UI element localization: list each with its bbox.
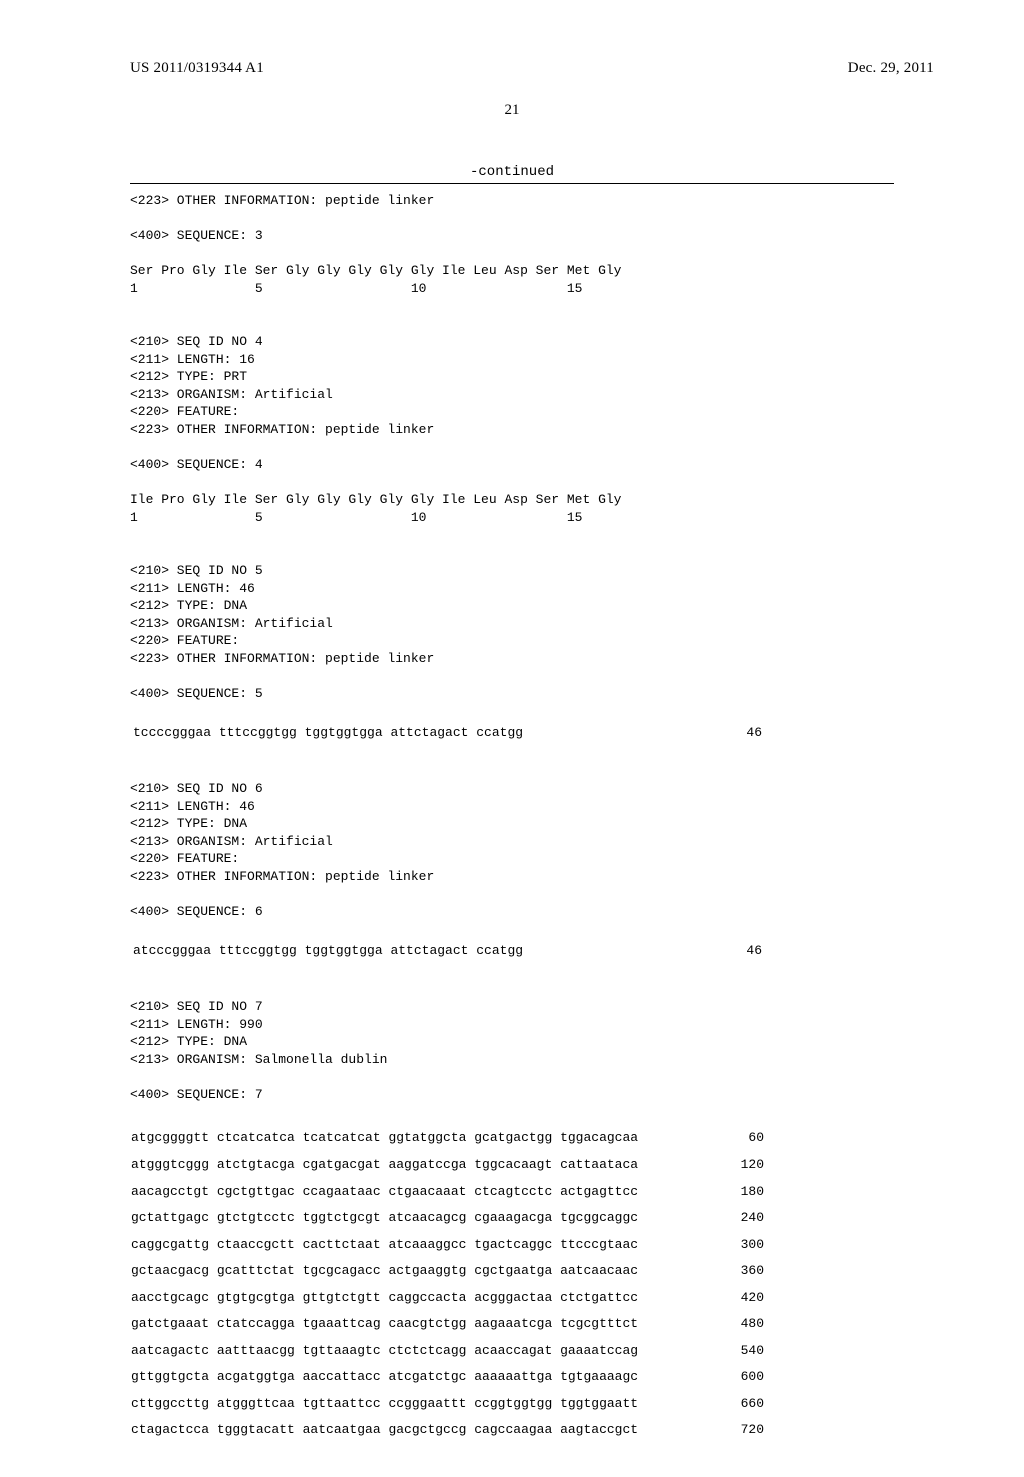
seq7-row: gctaacgacg gcatttctat tgcgcagacc actgaag… bbox=[130, 1261, 894, 1281]
seq7-row: aacctgcagc gtgtgcgtga gttgtctgtt caggcca… bbox=[130, 1288, 894, 1308]
seq7-seq: caggcgattg ctaaccgctt cacttctaat atcaaag… bbox=[130, 1235, 716, 1255]
seq3-aa-line: Ser Pro Gly Ile Ser Gly Gly Gly Gly Gly … bbox=[130, 263, 621, 278]
seq7-seq: gatctgaaat ctatccagga tgaaattcag caacgtc… bbox=[130, 1314, 716, 1334]
seq5-tag220: <220> FEATURE: bbox=[130, 633, 239, 648]
seq7-tag400: <400> SEQUENCE: 7 bbox=[130, 1087, 263, 1102]
seq5-dna-table: tccccgggaa tttccggtgg tggtggtgga attctag… bbox=[130, 721, 894, 745]
seq7-n: 720 bbox=[716, 1420, 894, 1440]
seq7-header-block: <210> SEQ ID NO 7 <211> LENGTH: 990 <212… bbox=[130, 998, 894, 1103]
seq7-n: 420 bbox=[716, 1288, 894, 1308]
seq7-n: 240 bbox=[716, 1208, 894, 1228]
seq7-seq: ctagactcca tgggtacatt aatcaatgaa gacgctg… bbox=[130, 1420, 716, 1440]
seq7-n: 540 bbox=[716, 1341, 894, 1361]
seq6-tag212: <212> TYPE: DNA bbox=[130, 816, 247, 831]
seq7-row: ctagactcca tgggtacatt aatcaatgaa gacgctg… bbox=[130, 1420, 894, 1440]
seq7-row: gctattgagc gtctgtcctc tggtctgcgt atcaaca… bbox=[130, 1208, 894, 1228]
seq6-dna-len: 46 bbox=[686, 941, 892, 961]
seq7-seq: cttggccttg atgggttcaa tgttaattcc ccgggaa… bbox=[130, 1394, 716, 1414]
publication-date: Dec. 29, 2011 bbox=[848, 60, 934, 77]
seq6-dna-table: atcccgggaa tttccggtgg tggtggtgga attctag… bbox=[130, 939, 894, 963]
seq7-tag210: <210> SEQ ID NO 7 bbox=[130, 999, 263, 1014]
seq7-seq: atgcggggtt ctcatcatca tcatcatcat ggtatgg… bbox=[130, 1128, 716, 1148]
seq6-tag213: <213> ORGANISM: Artificial bbox=[130, 834, 333, 849]
seq5-tag223: <223> OTHER INFORMATION: peptide linker bbox=[130, 651, 434, 666]
continued-label: -continued bbox=[0, 164, 1024, 180]
seq5-dna-row: tccccgggaa tttccggtgg tggtggtgga attctag… bbox=[132, 723, 892, 743]
seq4-tag211: <211> LENGTH: 16 bbox=[130, 352, 255, 367]
seq7-n: 300 bbox=[716, 1235, 894, 1255]
seq7-row: atgggtcggg atctgtacga cgatgacgat aaggatc… bbox=[130, 1155, 894, 1175]
seq5-tag211: <211> LENGTH: 46 bbox=[130, 581, 255, 596]
seq7-n: 120 bbox=[716, 1155, 894, 1175]
seq5-tag400: <400> SEQUENCE: 5 bbox=[130, 686, 263, 701]
page-number: 21 bbox=[0, 102, 1024, 119]
seq7-seq: gttggtgcta acgatggtga aaccattacc atcgatc… bbox=[130, 1367, 716, 1387]
seq7-seq: aatcagactc aatttaacgg tgttaaagtc ctctctc… bbox=[130, 1341, 716, 1361]
seq7-n: 180 bbox=[716, 1182, 894, 1202]
sequence-listing-content: <223> OTHER INFORMATION: peptide linker … bbox=[0, 192, 1024, 1447]
seq7-n: 660 bbox=[716, 1394, 894, 1414]
seq3-tag223: <223> OTHER INFORMATION: peptide linker bbox=[130, 193, 434, 208]
seq7-seq: aacagcctgt cgctgttgac ccagaataac ctgaaca… bbox=[130, 1182, 716, 1202]
seq6-dna-seq: atcccgggaa tttccggtgg tggtggtgga attctag… bbox=[132, 941, 684, 961]
seq7-row: gatctgaaat ctatccagga tgaaattcag caacgtc… bbox=[130, 1314, 894, 1334]
seq7-row: aacagcctgt cgctgttgac ccagaataac ctgaaca… bbox=[130, 1182, 894, 1202]
seq6-tag220: <220> FEATURE: bbox=[130, 851, 239, 866]
seq4-num-line: 1 5 10 15 bbox=[130, 510, 582, 525]
page-header: US 2011/0319344 A1 Dec. 29, 2011 bbox=[0, 60, 1024, 77]
seq7-seq: aacctgcagc gtgtgcgtga gttgtctgtt caggcca… bbox=[130, 1288, 716, 1308]
seq6-tag211: <211> LENGTH: 46 bbox=[130, 799, 255, 814]
seq5-tag210: <210> SEQ ID NO 5 bbox=[130, 563, 263, 578]
seq3-num-line: 1 5 10 15 bbox=[130, 281, 582, 296]
seq7-dna-table: atgcggggtt ctcatcatca tcatcatcat ggtatgg… bbox=[130, 1121, 894, 1447]
seq6-tag400: <400> SEQUENCE: 6 bbox=[130, 904, 263, 919]
seq7-seq: gctaacgacg gcatttctat tgcgcagacc actgaag… bbox=[130, 1261, 716, 1281]
seq4-aa-line: Ile Pro Gly Ile Ser Gly Gly Gly Gly Gly … bbox=[130, 492, 621, 507]
seq5-tag212: <212> TYPE: DNA bbox=[130, 598, 247, 613]
seq7-row: atgcggggtt ctcatcatca tcatcatcat ggtatgg… bbox=[130, 1128, 894, 1148]
seq4-tag223: <223> OTHER INFORMATION: peptide linker bbox=[130, 422, 434, 437]
seq7-tag212: <212> TYPE: DNA bbox=[130, 1034, 247, 1049]
seq3-tag400: <400> SEQUENCE: 3 bbox=[130, 228, 263, 243]
seq7-row: gttggtgcta acgatggtga aaccattacc atcgatc… bbox=[130, 1367, 894, 1387]
seq6-tag223: <223> OTHER INFORMATION: peptide linker bbox=[130, 869, 434, 884]
seq7-n: 60 bbox=[716, 1128, 894, 1148]
seq7-row: aatcagactc aatttaacgg tgttaaagtc ctctctc… bbox=[130, 1341, 894, 1361]
seq6-block: <210> SEQ ID NO 6 <211> LENGTH: 46 <212>… bbox=[130, 780, 894, 920]
seq5-tag213: <213> ORGANISM: Artificial bbox=[130, 616, 333, 631]
seq4-block: <210> SEQ ID NO 4 <211> LENGTH: 16 <212>… bbox=[130, 333, 894, 526]
seq6-tag210: <210> SEQ ID NO 6 bbox=[130, 781, 263, 796]
seq7-row: cttggccttg atgggttcaa tgttaattcc ccgggaa… bbox=[130, 1394, 894, 1414]
seq4-tag213: <213> ORGANISM: Artificial bbox=[130, 387, 333, 402]
page-container: US 2011/0319344 A1 Dec. 29, 2011 21 -con… bbox=[0, 0, 1024, 1477]
seq6-dna-row: atcccgggaa tttccggtgg tggtggtgga attctag… bbox=[132, 941, 892, 961]
seq5-block: <210> SEQ ID NO 5 <211> LENGTH: 46 <212>… bbox=[130, 562, 894, 702]
divider-line bbox=[130, 183, 894, 184]
seq4-tag400: <400> SEQUENCE: 4 bbox=[130, 457, 263, 472]
seq7-row: caggcgattg ctaaccgctt cacttctaat atcaaag… bbox=[130, 1235, 894, 1255]
seq7-n: 360 bbox=[716, 1261, 894, 1281]
seq7-n: 480 bbox=[716, 1314, 894, 1334]
seq7-seq: gctattgagc gtctgtcctc tggtctgcgt atcaaca… bbox=[130, 1208, 716, 1228]
seq7-n: 600 bbox=[716, 1367, 894, 1387]
publication-number: US 2011/0319344 A1 bbox=[130, 60, 264, 77]
seq7-seq: atgggtcggg atctgtacga cgatgacgat aaggatc… bbox=[130, 1155, 716, 1175]
seq4-tag210: <210> SEQ ID NO 4 bbox=[130, 334, 263, 349]
seq3-block: <223> OTHER INFORMATION: peptide linker … bbox=[130, 192, 894, 297]
seq4-tag220: <220> FEATURE: bbox=[130, 404, 239, 419]
seq7-tag211: <211> LENGTH: 990 bbox=[130, 1017, 263, 1032]
seq5-dna-seq: tccccgggaa tttccggtgg tggtggtgga attctag… bbox=[132, 723, 684, 743]
seq7-tag213: <213> ORGANISM: Salmonella dublin bbox=[130, 1052, 387, 1067]
seq5-dna-len: 46 bbox=[686, 723, 892, 743]
seq4-tag212: <212> TYPE: PRT bbox=[130, 369, 247, 384]
